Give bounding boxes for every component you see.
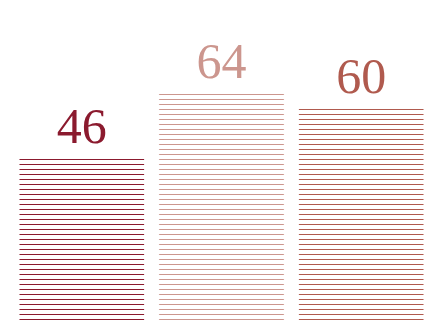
svg-text:64: 64 — [197, 33, 247, 89]
svg-text:60: 60 — [336, 48, 386, 104]
svg-text:46: 46 — [57, 98, 107, 154]
